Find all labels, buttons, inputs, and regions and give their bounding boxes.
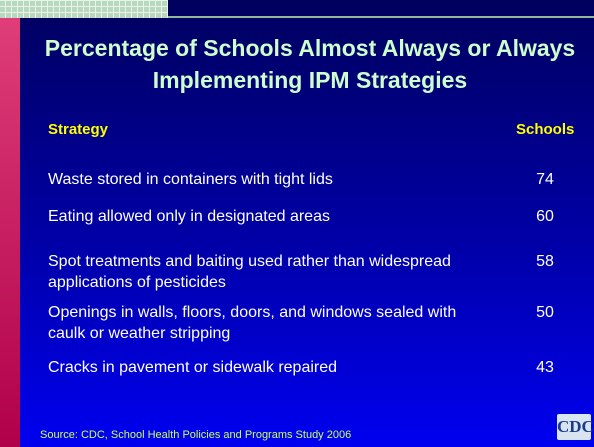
schools-value: 58: [536, 253, 554, 270]
column-header: Strategy: [48, 121, 109, 138]
left-bar: [0, 0, 20, 447]
schools-value: 43: [536, 359, 554, 376]
column-header: Schools: [516, 121, 575, 138]
schools-value: 50: [536, 304, 554, 321]
schools-value: 60: [536, 208, 554, 225]
logo: CDC: [557, 414, 594, 440]
title: Percentage of Schools Almost Always or A…: [44, 35, 576, 93]
strategy: Cracks in pavement or sidewalk repaired: [48, 359, 338, 376]
strategy: Spot treatments and baiting used rather …: [48, 253, 451, 291]
top-line: [168, 16, 594, 18]
strategy: Openings in walls, floors, doors, and wi…: [48, 304, 457, 342]
source: Source: CDC, School Health Policies and …: [40, 429, 352, 441]
strategy: Eating allowed only in designated areas: [48, 208, 330, 225]
schools-value: 74: [536, 171, 554, 188]
strategy: Waste stored in containers with tight li…: [48, 171, 333, 188]
top-pattern: [0, 0, 168, 18]
